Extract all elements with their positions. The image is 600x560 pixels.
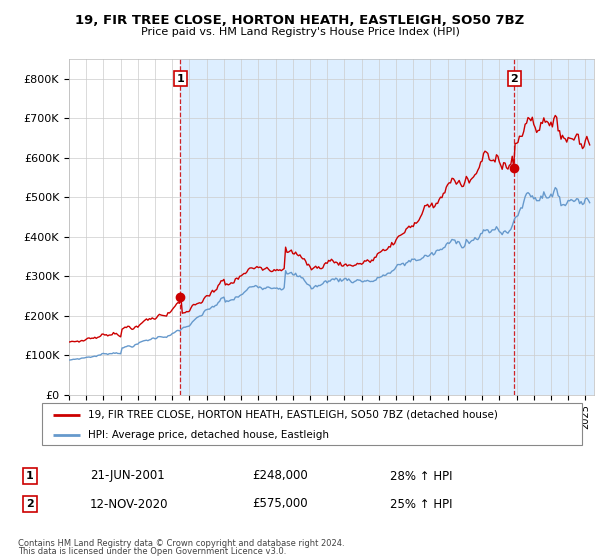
Text: 19, FIR TREE CLOSE, HORTON HEATH, EASTLEIGH, SO50 7BZ: 19, FIR TREE CLOSE, HORTON HEATH, EASTLE… xyxy=(76,14,524,27)
FancyBboxPatch shape xyxy=(42,403,582,445)
Text: Price paid vs. HM Land Registry's House Price Index (HPI): Price paid vs. HM Land Registry's House … xyxy=(140,27,460,37)
Text: 21-JUN-2001: 21-JUN-2001 xyxy=(90,469,165,483)
Text: 1: 1 xyxy=(26,471,34,481)
Text: Contains HM Land Registry data © Crown copyright and database right 2024.: Contains HM Land Registry data © Crown c… xyxy=(18,539,344,548)
Text: £575,000: £575,000 xyxy=(252,497,308,511)
Text: 25% ↑ HPI: 25% ↑ HPI xyxy=(390,497,452,511)
Text: £248,000: £248,000 xyxy=(252,469,308,483)
Text: HPI: Average price, detached house, Eastleigh: HPI: Average price, detached house, East… xyxy=(88,430,329,440)
Text: 12-NOV-2020: 12-NOV-2020 xyxy=(90,497,169,511)
Text: 19, FIR TREE CLOSE, HORTON HEATH, EASTLEIGH, SO50 7BZ (detached house): 19, FIR TREE CLOSE, HORTON HEATH, EASTLE… xyxy=(88,410,498,420)
Text: 2: 2 xyxy=(511,73,518,83)
Bar xyxy=(181,59,600,395)
Text: 1: 1 xyxy=(176,73,184,83)
Text: 28% ↑ HPI: 28% ↑ HPI xyxy=(390,469,452,483)
Text: 2: 2 xyxy=(26,499,34,509)
Text: This data is licensed under the Open Government Licence v3.0.: This data is licensed under the Open Gov… xyxy=(18,547,286,556)
